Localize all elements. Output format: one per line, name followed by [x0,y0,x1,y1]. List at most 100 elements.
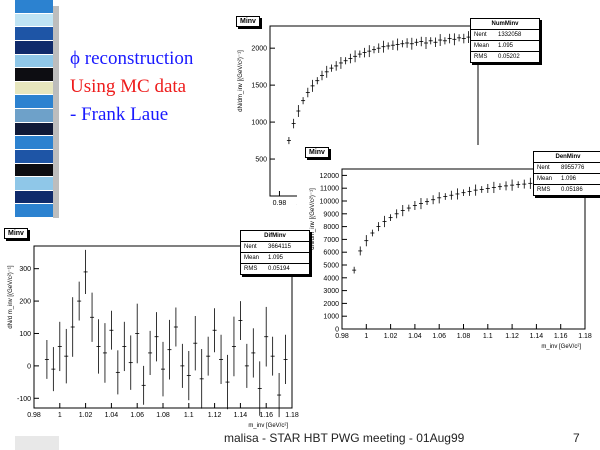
den-ytick-label: 11000 [320,186,339,193]
num-stat-value: 0.05202 [498,54,520,60]
den-ytick-label: 1000 [323,314,339,321]
dif-xtick-label: 1 [58,412,62,419]
title-line-3: - Frank Laue [70,104,169,125]
den-xtick-label: 1.18 [578,333,592,340]
den-xtick-label: 1.06 [432,333,446,340]
decorative-strip [15,0,53,218]
den-stat-key: RMS [537,187,551,193]
num-stat-value: 1332058 [498,32,522,38]
dif-minv-panel: Minv -100 0 100 200 300 0.98 1 1.02 1.04 1.06 1.08… [0,226,310,436]
dif-xtick-label: 1.04 [105,412,119,419]
strip-block [15,163,53,178]
den-ytick-label: 7000 [323,237,339,244]
num-stat-key: RMS [474,54,488,60]
strip-block [15,109,53,123]
dif-xtick-label: 1.18 [285,412,299,419]
strip-block [15,40,53,55]
den-xtick-label: 1.08 [457,333,471,340]
page-number: 7 [573,431,580,445]
dif-xtick-label: 1.1 [184,412,194,419]
den-xtick-label: 0.98 [335,333,349,340]
den-x-axis-title: m_inv [GeV/c²] [541,344,581,350]
den-ytick-label: 10000 [320,199,340,206]
strip-shadow [53,6,59,218]
dif-ytick-label: 100 [19,331,31,338]
num-frame-label: Minv [236,16,260,27]
den-stat-value: 0.05186 [561,187,583,193]
den-xtick-label: 1.02 [384,333,398,340]
den-ytick-label: 8000 [323,224,339,231]
num-ytick-label: 500 [255,157,267,164]
num-xtick-label: 0.98 [273,200,287,207]
den-stat-key: Mean [537,176,553,182]
dif-xtick-label: 1.14 [234,412,248,419]
title-line-1: ϕ reconstruction [70,48,194,69]
den-y-axis-title: dN/dm_inv [(GeV/c²)⁻¹] [310,188,316,250]
dif-xtick-label: 1.02 [79,412,93,419]
strip-block [15,27,53,41]
dif-stats-box: DifMinv Nent 3664115 Mean 1.095 RMS 0.05194 [240,230,310,275]
den-stat-value: 8955776 [561,165,585,171]
strip-block [15,68,53,82]
dif-xtick-label: 1.06 [130,412,144,419]
den-xtick-label: 1 [364,333,368,340]
strip-block [15,13,53,28]
dif-ytick-label: -100 [17,396,31,403]
den-ytick-label: 6000 [323,250,339,257]
num-stats-box: NumMinv Nent 1332058 Mean 1.095 RMS 0.05202 [470,18,540,63]
dif-frame-label: Minv [4,228,28,239]
den-xtick-label: 1.04 [408,333,422,340]
num-stat-value: 1.095 [498,43,514,49]
num-stat-key: Mean [474,43,490,49]
dif-stat-value: 3664115 [268,244,291,250]
den-stats-name: DenMinv [534,152,600,163]
den-ytick-label: 9000 [323,211,339,218]
dif-stat-key: Nent [244,244,257,250]
strip-block [15,177,53,191]
den-frame-label: Minv [305,147,329,158]
strip-block [15,81,53,96]
den-ytick-label: 5000 [323,263,339,270]
strip-block [15,54,53,69]
den-stats-box: DenMinv Nent 8955776 Mean 1.096 RMS 0.05186 [533,151,600,196]
strip-block [15,95,53,109]
dif-y-axis-title: dN/d m_inv [(GeV/c²)⁻¹] [8,265,14,329]
dif-xtick-label: 1.08 [156,412,170,419]
den-ytick-label: 2000 [323,301,339,308]
dif-xtick-label: 0.98 [27,412,41,419]
num-y-axis-title: dN/dm_inv [(GeV/c²)⁻¹] [238,50,244,112]
num-stat-key: Nent [474,32,487,38]
den-ytick-label: 3000 [323,288,339,295]
strip-block [15,190,53,205]
den-xtick-label: 1.16 [554,333,568,340]
dif-stat-key: RMS [244,266,258,272]
dif-stat-value: 0.05194 [268,266,290,272]
num-ytick-label: 2000 [251,46,267,53]
dif-minv-chart: -100 0 100 200 300 0.98 1 1.02 1.04 1.06 1.08 1.1 1.… [8,245,299,429]
den-ytick-label: 12000 [320,173,340,180]
den-minv-panel: Minv 0 1000 2000 3000 4000 5000 6000 7000 8000 90… [297,145,600,358]
strip-block [15,122,53,137]
den-ytick-label: 0 [335,327,339,334]
slide-footer: malisa - STAR HBT PWG meeting - 01Aug99 [224,431,465,445]
den-minv-chart: 0 1000 2000 3000 4000 5000 6000 7000 8000 9000 100… [310,168,592,350]
den-ytick-label: 4000 [323,275,339,282]
title-line-2: Using MC data [70,76,187,97]
dif-stat-value: 1.095 [268,255,284,261]
den-stat-key: Nent [537,165,550,171]
strip-block [15,204,53,218]
strip-block [15,136,53,150]
den-xtick-label: 1.1 [483,333,493,340]
strip-block [15,0,53,14]
den-xtick-label: 1.14 [530,333,544,340]
num-ytick-label: 1500 [251,83,267,90]
den-xtick-label: 1.12 [505,333,519,340]
dif-xtick-label: 1.16 [259,412,273,419]
dif-ytick-label: 200 [19,299,31,306]
dif-stat-key: Mean [244,255,260,261]
num-ytick-label: 1000 [251,120,267,127]
strip-block [15,149,53,164]
dif-ytick-label: 0 [27,363,31,370]
dif-ytick-label: 300 [19,266,31,273]
num-stats-name: NumMinv [471,19,539,30]
